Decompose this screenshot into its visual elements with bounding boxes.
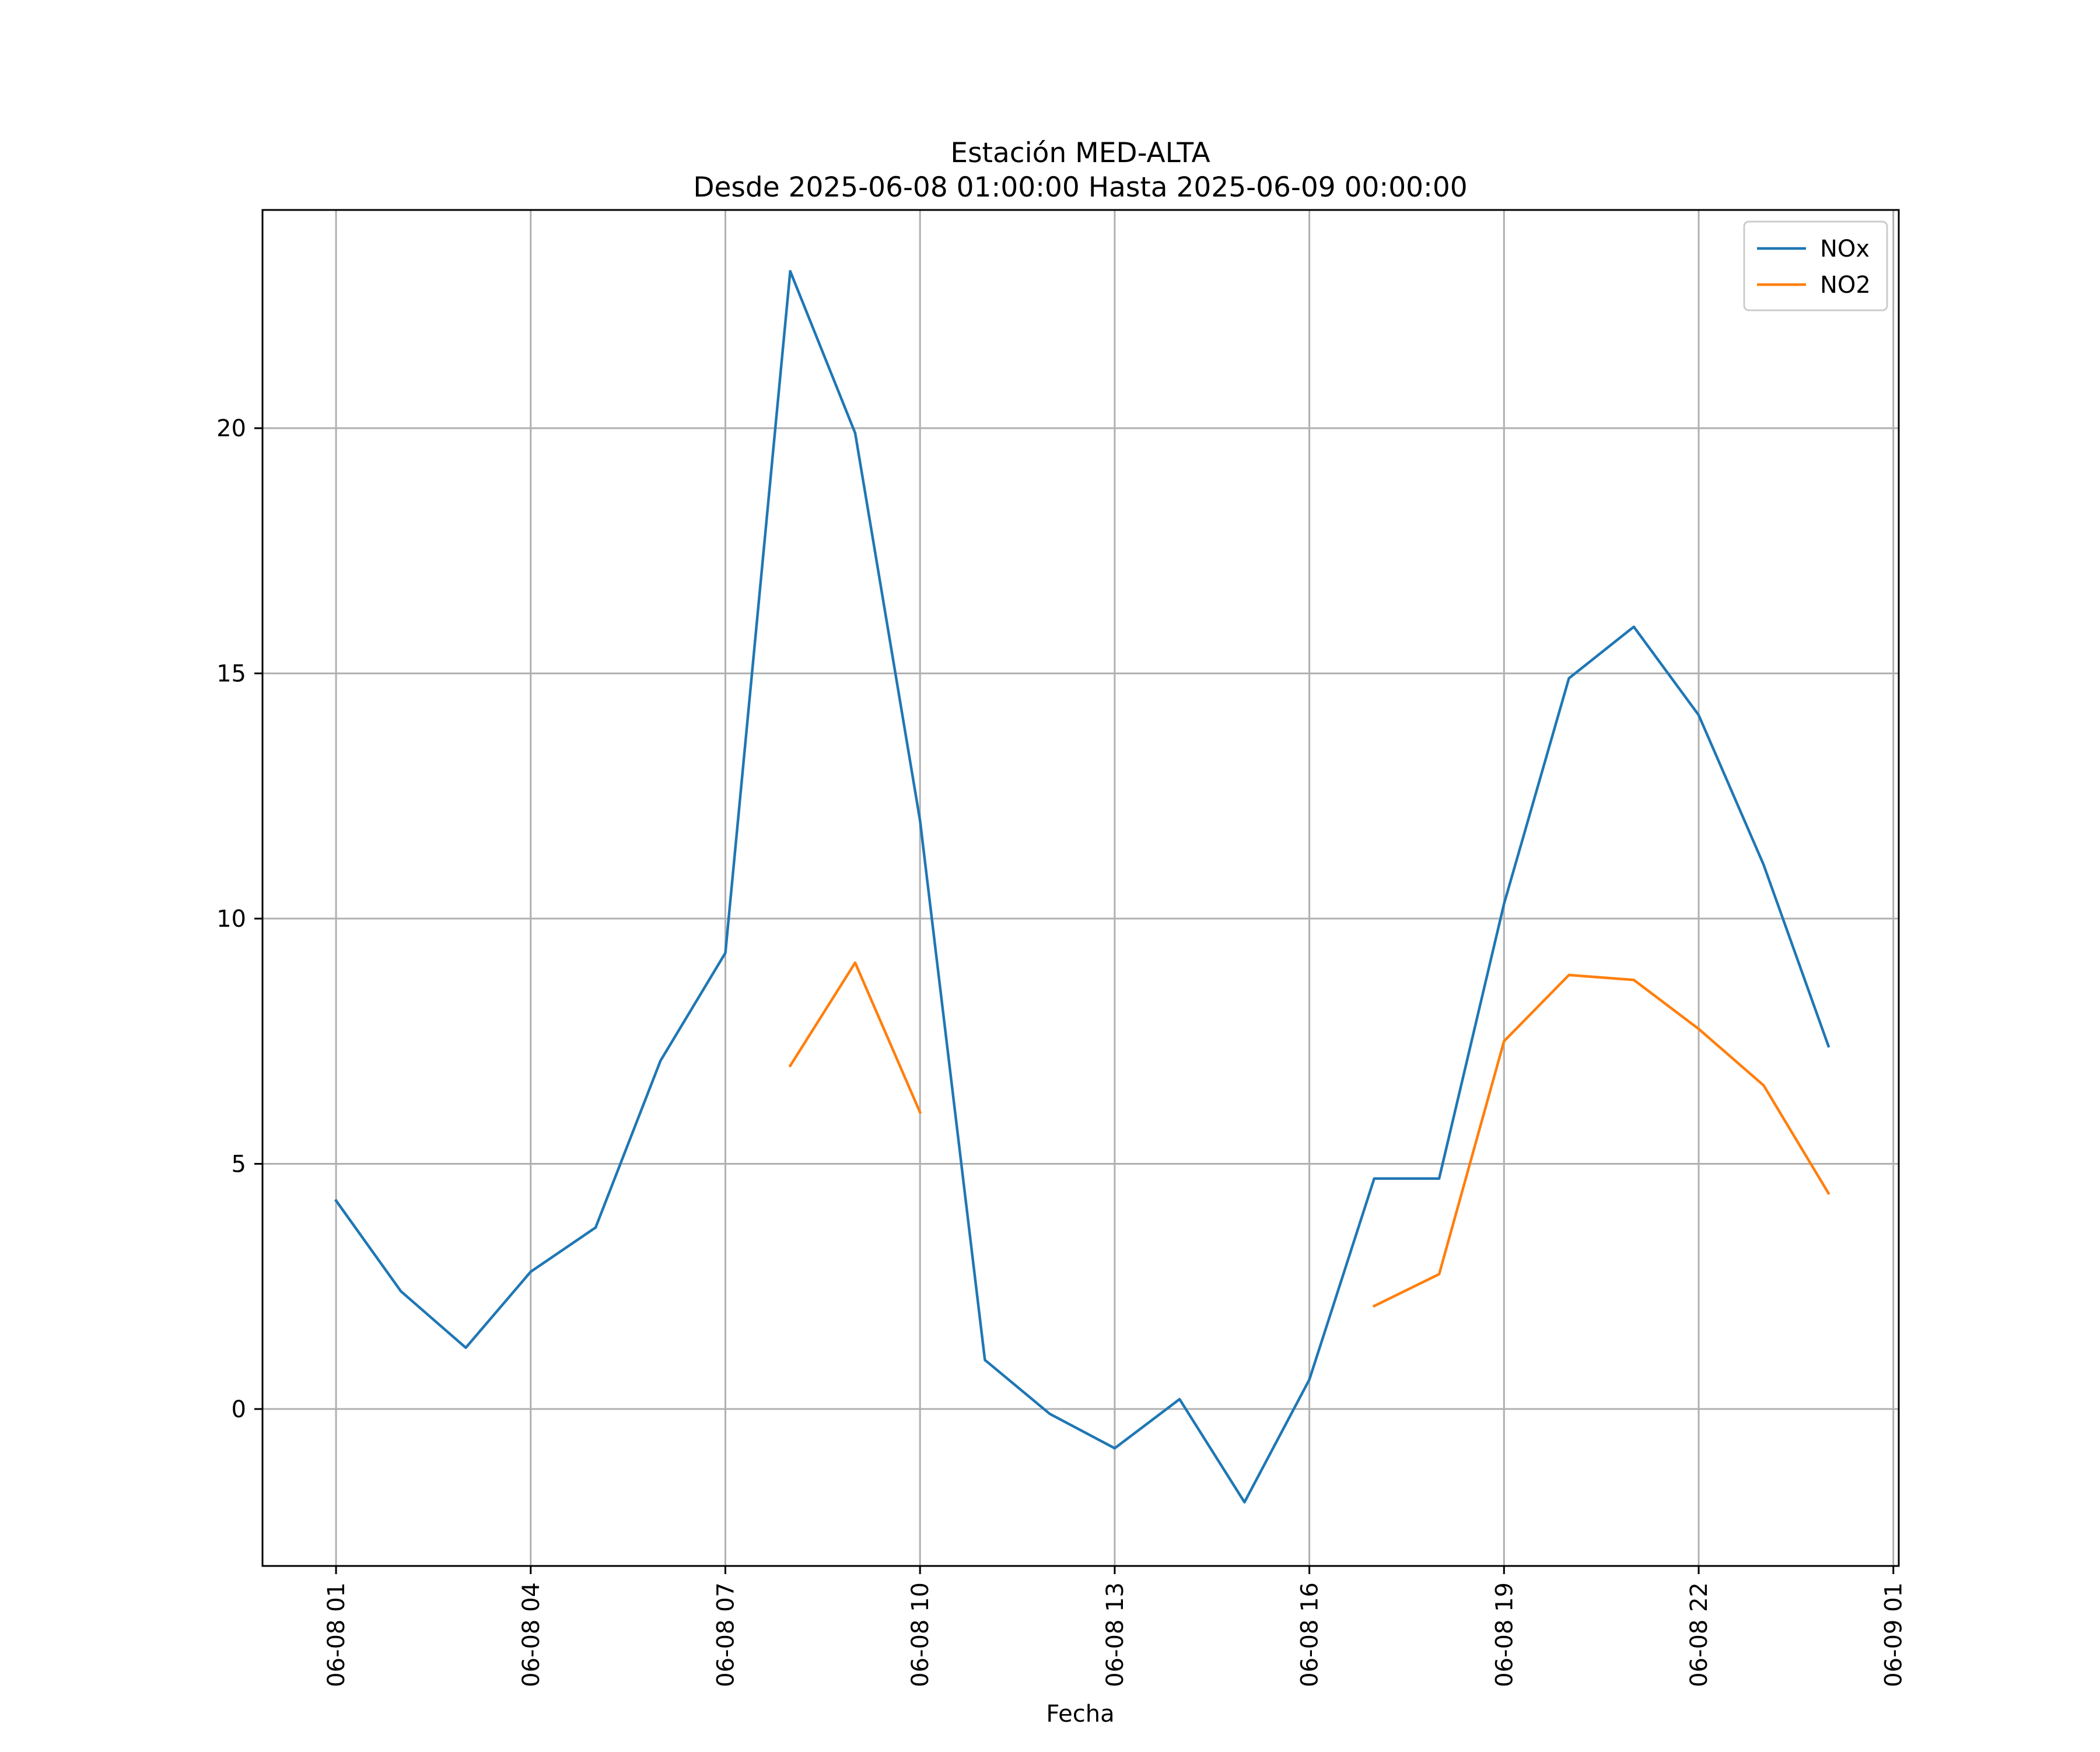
x-tick-label: 06-08 13 — [1102, 1582, 1129, 1687]
x-tick-label: 06-08 16 — [1297, 1582, 1324, 1687]
legend-label-no2: NO2 — [1820, 272, 1871, 299]
legend: NOx NO2 — [1743, 220, 1888, 311]
y-tick-label: 5 — [232, 1151, 246, 1178]
legend-box — [1743, 220, 1888, 311]
series-lines — [334, 269, 1831, 1504]
series-line-no2 — [788, 961, 1831, 1308]
chart-title: Estación MED-ALTA — [950, 137, 1210, 169]
chart-subtitle: Desde 2025-06-08 01:00:00 Hasta 2025-06-… — [693, 171, 1467, 204]
x-tick-label: 06-08 04 — [518, 1582, 545, 1687]
legend-label-nox: NOx — [1820, 236, 1870, 262]
y-axis: 0 5 10 15 20 — [216, 415, 262, 1423]
y-tick-label: 0 — [232, 1396, 246, 1423]
x-tick-label: 06-08 19 — [1491, 1582, 1518, 1687]
x-tick-label: 06-09 01 — [1881, 1582, 1908, 1687]
x-tick-label: 06-08 01 — [323, 1582, 350, 1687]
x-axis: 06-08 01 06-08 04 06-08 07 06-08 10 06-08 13… — [323, 1566, 1908, 1687]
plot-area-frame — [261, 209, 1900, 1567]
y-tick-label: 15 — [216, 661, 246, 688]
y-tick-label: 20 — [216, 415, 246, 442]
grid-lines — [262, 210, 1899, 1566]
x-tick-label: 06-08 10 — [907, 1582, 934, 1687]
y-tick-label: 10 — [216, 906, 246, 933]
x-axis-label: Fecha — [1046, 1701, 1114, 1728]
x-tick-label: 06-08 07 — [712, 1582, 739, 1687]
x-tick-label: 06-08 22 — [1686, 1582, 1713, 1687]
series-line-nox — [334, 269, 1831, 1504]
